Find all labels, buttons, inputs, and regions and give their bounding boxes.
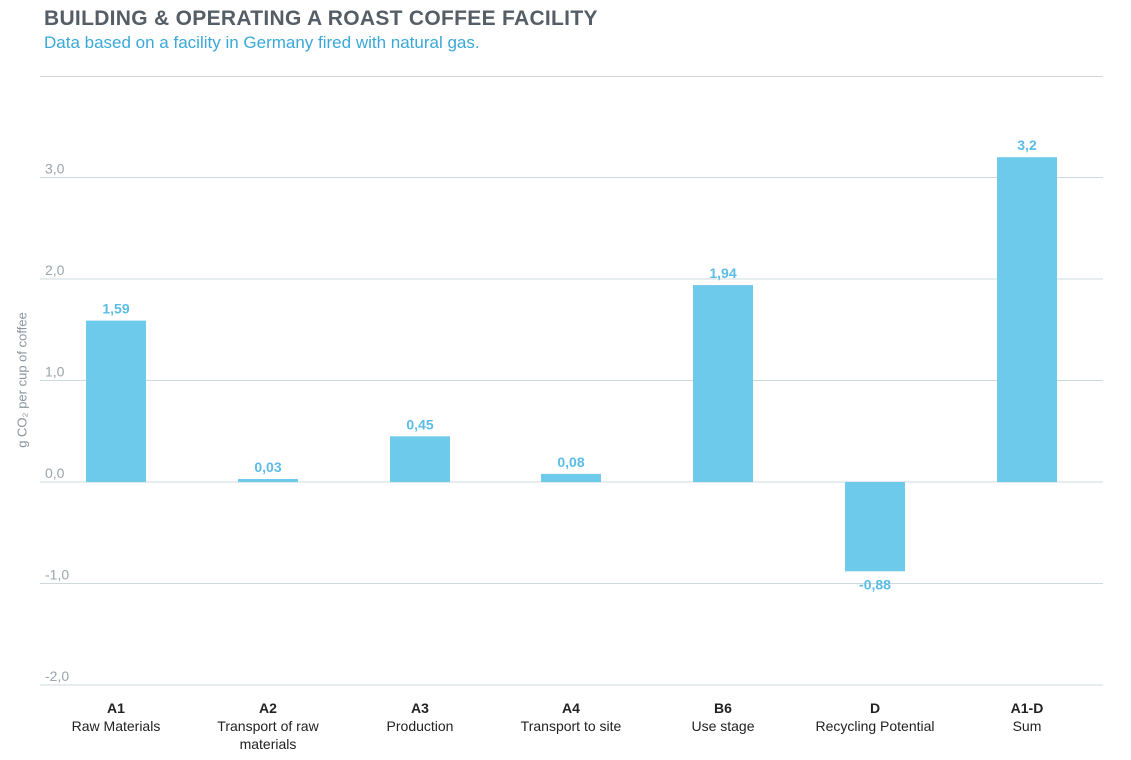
- category-label: A1-D Sum: [952, 699, 1102, 735]
- bar: [693, 285, 753, 482]
- category-name: Recycling Potential: [815, 718, 935, 734]
- bar: [541, 473, 601, 482]
- category-name: Use stage: [691, 718, 755, 734]
- y-tick-label: -2,0: [45, 668, 69, 684]
- category-label: A2 Transport of raw materials: [193, 699, 343, 753]
- header-divider: [40, 76, 1103, 77]
- data-label: 1,59: [102, 301, 129, 317]
- bar: [238, 478, 298, 482]
- category-code: A1: [107, 700, 125, 716]
- bar: [997, 157, 1057, 482]
- y-axis-label: g CO₂ per cup of coffee: [14, 312, 30, 448]
- bar-chart: 3,0 2,0 1,0 0,0 -1,0 -2,0 1,59 0,03 0,45 0,08 1,94…: [40, 137, 1103, 686]
- category-label: A1 Raw Materials: [41, 699, 191, 735]
- category-name: Transport of raw materials: [217, 718, 319, 752]
- y-tick-label: 2,0: [45, 262, 65, 278]
- category-label: A4 Transport to site: [496, 699, 646, 735]
- data-label: -0,88: [859, 576, 891, 592]
- category-name: Raw Materials: [71, 718, 161, 734]
- page-title: BUILDING & OPERATING A ROAST COFFEE FACI…: [44, 7, 598, 30]
- category-code: B6: [714, 700, 732, 716]
- data-label: 0,08: [557, 454, 584, 470]
- data-label: 3,2: [1017, 137, 1037, 153]
- data-label: 1,94: [709, 265, 736, 281]
- category-name: Sum: [1012, 718, 1042, 734]
- category-label: D Recycling Potential: [800, 699, 950, 735]
- category-code: A4: [562, 700, 580, 716]
- category-code: A2: [259, 700, 277, 716]
- bar: [390, 436, 450, 482]
- data-label: 0,45: [406, 416, 433, 432]
- y-tick-label: 3,0: [45, 161, 65, 177]
- category-name: Production: [386, 718, 454, 734]
- category-name: Transport to site: [520, 718, 622, 734]
- y-tick-label: -1,0: [45, 567, 69, 583]
- y-tick-label: 1,0: [45, 364, 65, 380]
- bar: [86, 320, 146, 482]
- category-code: D: [869, 700, 881, 716]
- bar: [845, 482, 905, 572]
- page-subtitle: Data based on a facility in Germany fire…: [44, 33, 480, 52]
- category-code: A1-D: [1010, 700, 1044, 716]
- category-code: A3: [411, 700, 429, 716]
- category-label: B6 Use stage: [648, 699, 798, 735]
- data-label: 0,03: [254, 459, 281, 475]
- category-label: A3 Production: [345, 699, 495, 735]
- y-tick-label: 0,0: [45, 465, 65, 481]
